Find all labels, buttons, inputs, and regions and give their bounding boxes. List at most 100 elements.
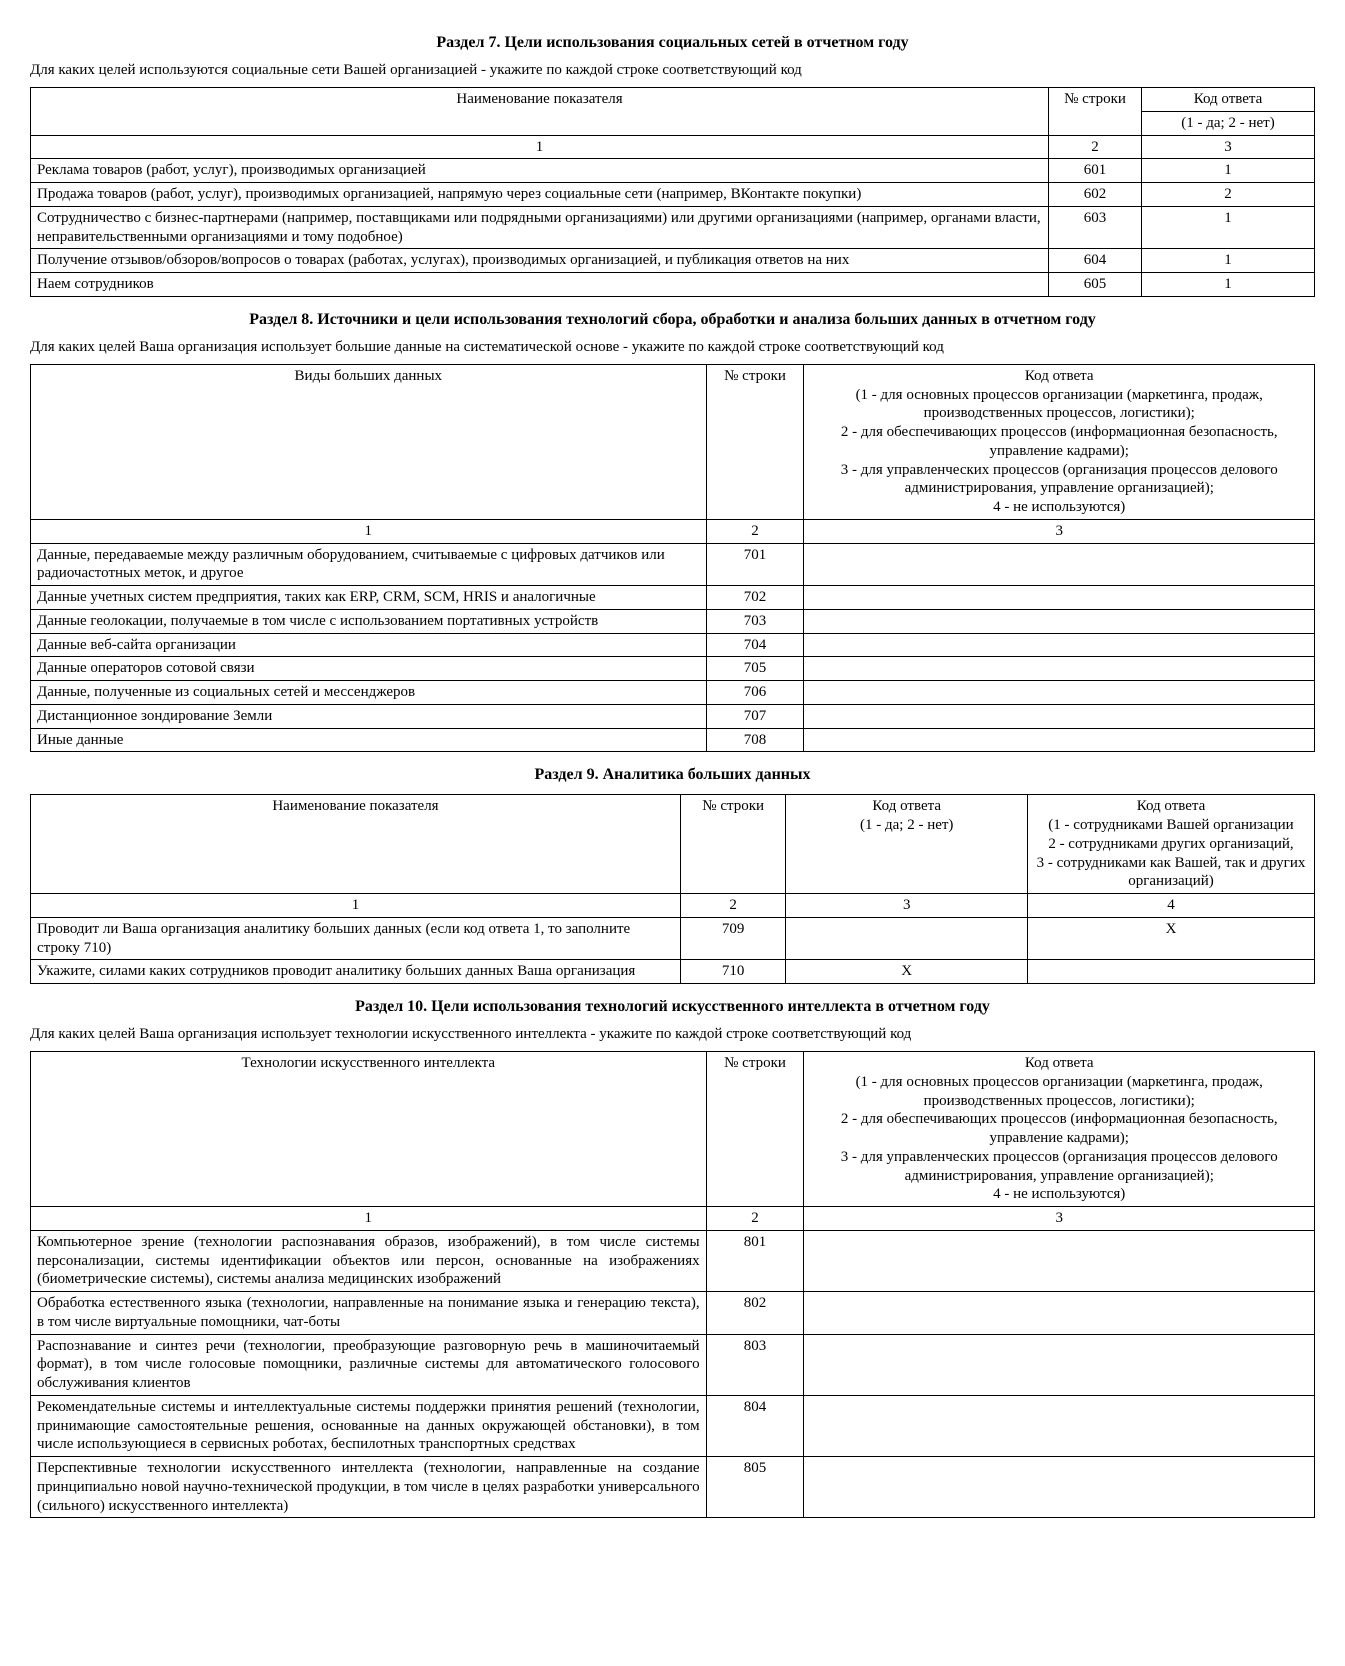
s10-row-name-1: Обработка естественного языка (технологи…: [31, 1292, 707, 1335]
s10-row-num-2: 803: [706, 1334, 804, 1395]
s8-row-num-5: 706: [706, 681, 804, 705]
s8-row-ans-2: [804, 609, 1315, 633]
s8-row-name-7: Иные данные: [31, 728, 707, 752]
s7-row-ans-0: 1: [1142, 159, 1315, 183]
s7-row-num-0: 601: [1049, 159, 1142, 183]
s8-row-ans-5: [804, 681, 1315, 705]
s8-row-name-2: Данные геолокации, получаемые в том числ…: [31, 609, 707, 633]
s8-numrow-1: 1: [31, 519, 707, 543]
s8-row-name-0: Данные, передаваемые между различным обо…: [31, 543, 707, 586]
s9-row-num-0: 709: [680, 917, 785, 960]
section7-title: Раздел 7. Цели использования социальных …: [30, 34, 1315, 52]
s8-row-name-4: Данные операторов сотовой связи: [31, 657, 707, 681]
s8-head-name: Виды больших данных: [31, 364, 707, 519]
s9-numrow-3: 3: [786, 894, 1028, 918]
s8-ans-l4: 4 - не используются): [810, 498, 1308, 517]
s10-row-name-4: Перспективные технологии искусственного …: [31, 1457, 707, 1518]
s10-head-name: Технологии искусственного интеллекта: [31, 1052, 707, 1207]
s10-row-name-0: Компьютерное зрение (технологии распозна…: [31, 1230, 707, 1291]
table-row: Иные данные708: [31, 728, 1315, 752]
s7-numrow-3: 3: [1142, 135, 1315, 159]
s8-ans-l3: 3 - для управленческих процессов (органи…: [810, 461, 1308, 499]
s8-ans-title: Код ответа: [810, 367, 1308, 386]
s10-row-ans-4: [804, 1457, 1315, 1518]
section10-title: Раздел 10. Цели использования технологий…: [30, 998, 1315, 1016]
s8-row-ans-4: [804, 657, 1315, 681]
s10-row-ans-2: [804, 1334, 1315, 1395]
table-row: Проводит ли Ваша организация аналитику б…: [31, 917, 1315, 960]
s10-ans-title: Код ответа: [810, 1054, 1308, 1073]
s7-row-name-3: Получение отзывов/обзоров/вопросов о тов…: [31, 249, 1049, 273]
s10-head-ans: Код ответа (1 - для основных процессов о…: [804, 1052, 1315, 1207]
table-row: Дистанционное зондирование Земли707: [31, 704, 1315, 728]
s10-ans-l3: 3 - для управленческих процессов (органи…: [810, 1148, 1308, 1186]
s8-row-num-2: 703: [706, 609, 804, 633]
s9-numrow-4: 4: [1028, 894, 1315, 918]
section8-title: Раздел 8. Источники и цели использования…: [30, 311, 1315, 329]
s7-row-name-2: Сотрудничество с бизнес-партнерами (напр…: [31, 206, 1049, 249]
s10-numrow-3: 3: [804, 1207, 1315, 1231]
s9-row-name-1: Укажите, силами каких сотрудников провод…: [31, 960, 681, 984]
s8-head-row: № строки: [706, 364, 804, 519]
s7-row-name-1: Продажа товаров (работ, услуг), производ…: [31, 183, 1049, 207]
s8-row-name-3: Данные веб-сайта организации: [31, 633, 707, 657]
s7-row-name-4: Наем сотрудников: [31, 273, 1049, 297]
s9-a2-l3: 3 - сотрудниками как Вашей, так и других…: [1034, 854, 1308, 892]
s9-a2-l1: (1 - сотрудниками Вашей организации: [1034, 816, 1308, 835]
s8-row-name-6: Дистанционное зондирование Земли: [31, 704, 707, 728]
s9-a2-l2: 2 - сотрудниками других организаций,: [1034, 835, 1308, 854]
s7-head-ans: Код ответа: [1142, 88, 1315, 112]
table-row: Рекомендательные системы и интеллектуаль…: [31, 1395, 1315, 1456]
s8-row-num-1: 702: [706, 586, 804, 610]
s8-row-num-3: 704: [706, 633, 804, 657]
s10-row-ans-0: [804, 1230, 1315, 1291]
s10-row-ans-1: [804, 1292, 1315, 1335]
s10-row-num-1: 802: [706, 1292, 804, 1335]
s10-numrow-2: 2: [706, 1207, 804, 1231]
s8-ans-l2: 2 - для обеспечивающих процессов (информ…: [810, 423, 1308, 461]
s10-ans-l2: 2 - для обеспечивающих процессов (информ…: [810, 1110, 1308, 1148]
s7-numrow-1: 1: [31, 135, 1049, 159]
table-row: Компьютерное зрение (технологии распозна…: [31, 1230, 1315, 1291]
s7-row-ans-3: 1: [1142, 249, 1315, 273]
s8-row-ans-7: [804, 728, 1315, 752]
table-row: Реклама товаров (работ, услуг), производ…: [31, 159, 1315, 183]
s8-row-num-0: 701: [706, 543, 804, 586]
table-row: Данные учетных систем предприятия, таких…: [31, 586, 1315, 610]
s9-row-num-1: 710: [680, 960, 785, 984]
s7-row-num-4: 605: [1049, 273, 1142, 297]
s8-row-name-5: Данные, полученные из социальных сетей и…: [31, 681, 707, 705]
s9-a1-sub: (1 - да; 2 - нет): [792, 816, 1021, 835]
s8-row-num-4: 705: [706, 657, 804, 681]
table-row: Данные веб-сайта организации704: [31, 633, 1315, 657]
s8-row-num-7: 708: [706, 728, 804, 752]
table-row: Продажа товаров (работ, услуг), производ…: [31, 183, 1315, 207]
s8-row-ans-3: [804, 633, 1315, 657]
s9-head-a1: Код ответа (1 - да; 2 - нет): [786, 795, 1028, 894]
s8-numrow-2: 2: [706, 519, 804, 543]
s7-row-ans-2: 1: [1142, 206, 1315, 249]
s7-head-row: № строки: [1049, 88, 1142, 136]
section8-lead: Для каких целей Ваша организация использ…: [30, 339, 1315, 356]
s8-head-ans: Код ответа (1 - для основных процессов о…: [804, 364, 1315, 519]
s9-head-row: № строки: [680, 795, 785, 894]
table-row: Получение отзывов/обзоров/вопросов о тов…: [31, 249, 1315, 273]
s8-row-ans-6: [804, 704, 1315, 728]
s9-row-a1-1: Х: [786, 960, 1028, 984]
s10-row-name-3: Рекомендательные системы и интеллектуаль…: [31, 1395, 707, 1456]
s9-row-a2-1: [1028, 960, 1315, 984]
s8-row-ans-1: [804, 586, 1315, 610]
s8-row-name-1: Данные учетных систем предприятия, таких…: [31, 586, 707, 610]
s9-numrow-2: 2: [680, 894, 785, 918]
s10-row-num-4: 805: [706, 1457, 804, 1518]
s7-row-ans-4: 1: [1142, 273, 1315, 297]
s10-ans-l1: (1 - для основных процессов организации …: [810, 1073, 1308, 1111]
section7-lead: Для каких целей используются социальные …: [30, 62, 1315, 79]
s9-head-a2: Код ответа (1 - сотрудниками Вашей орган…: [1028, 795, 1315, 894]
table-row: Сотрудничество с бизнес-партнерами (напр…: [31, 206, 1315, 249]
s10-row-name-2: Распознавание и синтез речи (технологии,…: [31, 1334, 707, 1395]
s8-numrow-3: 3: [804, 519, 1315, 543]
s7-row-num-1: 602: [1049, 183, 1142, 207]
s7-row-num-2: 603: [1049, 206, 1142, 249]
table-row: Укажите, силами каких сотрудников провод…: [31, 960, 1315, 984]
